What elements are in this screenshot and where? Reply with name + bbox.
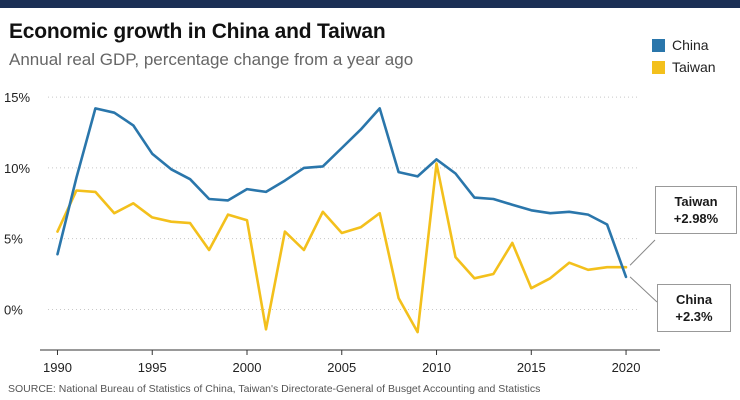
callout-taiwan-value: +2.98%: [673, 211, 719, 226]
x-tick-label: 2005: [327, 360, 356, 375]
legend-swatch-china: [652, 38, 665, 52]
callout-china: China +2.3%: [657, 284, 731, 332]
x-tick-label: 2000: [233, 360, 262, 375]
y-tick-label: 0%: [4, 302, 23, 317]
legend: China Taiwan: [652, 34, 716, 78]
y-tick-label: 5%: [4, 232, 23, 247]
x-tick-label: 1990: [43, 360, 72, 375]
x-tick-label: 1995: [138, 360, 167, 375]
legend-item-china: China: [652, 34, 716, 56]
chart-title: Economic growth in China and Taiwan: [9, 20, 386, 43]
callout-taiwan: Taiwan +2.98%: [655, 186, 737, 234]
callout-taiwan-name: Taiwan: [674, 194, 718, 209]
legend-item-taiwan: Taiwan: [652, 56, 716, 78]
chart-subtitle: Annual real GDP, percentage change from …: [9, 50, 414, 69]
source-note: SOURCE: National Bureau of Statistics of…: [8, 383, 541, 395]
x-tick-label: 2020: [612, 360, 641, 375]
x-tick-label: 2015: [517, 360, 546, 375]
y-tick-label: 10%: [4, 161, 30, 176]
callout-china-leader: [629, 276, 658, 303]
legend-swatch-taiwan: [652, 60, 665, 74]
top-bar: [0, 0, 740, 8]
series-line-china: [56, 107, 628, 279]
callout-china-value: +2.3%: [675, 309, 713, 324]
legend-label-taiwan: Taiwan: [672, 59, 716, 75]
callout-china-name: China: [675, 292, 713, 307]
callout-taiwan-leader: [629, 239, 656, 266]
legend-label-china: China: [672, 37, 709, 53]
x-tick-label: 2010: [422, 360, 451, 375]
y-tick-label: 15%: [4, 90, 30, 105]
series-line-taiwan: [56, 162, 628, 334]
